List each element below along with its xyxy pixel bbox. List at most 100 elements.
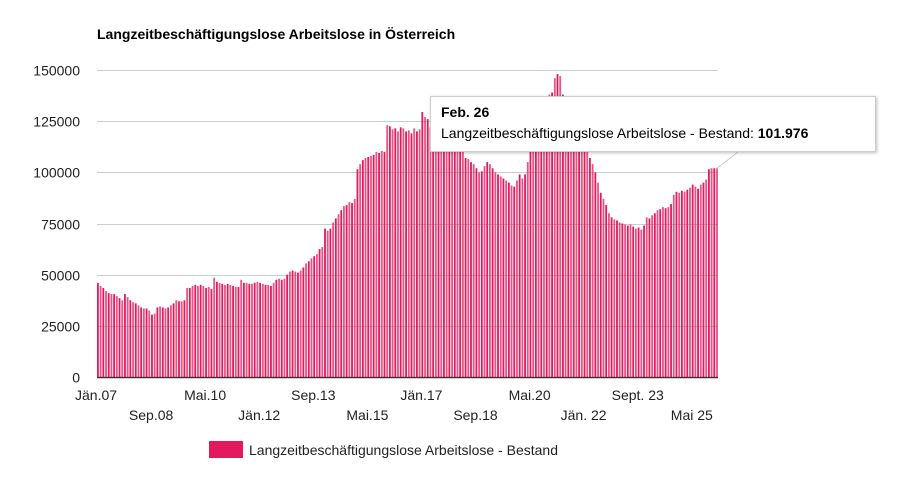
bar — [205, 287, 207, 377]
bar — [621, 223, 624, 377]
bar — [294, 271, 297, 377]
bar — [680, 190, 683, 377]
bar — [167, 307, 170, 377]
bar — [448, 135, 451, 377]
legend[interactable]: Langzeitbeschäftigungslose Arbeitslose -… — [209, 441, 558, 458]
bar — [134, 303, 137, 377]
bar — [559, 76, 562, 377]
bar — [626, 225, 629, 377]
bar — [456, 139, 459, 377]
bar — [367, 156, 370, 377]
bar — [113, 294, 116, 377]
bar — [553, 78, 556, 377]
bar — [159, 306, 161, 377]
x-tick-label: Sep.18 — [453, 407, 498, 423]
bar — [115, 296, 118, 377]
bar — [242, 282, 245, 377]
bar — [170, 305, 172, 377]
bar — [432, 131, 435, 377]
bar — [124, 294, 126, 377]
bar — [105, 291, 107, 377]
bar — [326, 230, 329, 377]
bar — [656, 210, 659, 377]
bar — [270, 285, 272, 377]
bar — [348, 202, 351, 377]
bar — [624, 224, 626, 377]
x-tick-label: Sep.13 — [291, 387, 336, 403]
bar — [445, 137, 448, 377]
bar — [670, 204, 672, 377]
bar — [689, 187, 691, 377]
bar — [686, 189, 689, 377]
tooltip-pointer — [716, 151, 739, 169]
bar — [199, 284, 202, 377]
bar — [613, 219, 616, 377]
bar — [421, 111, 424, 378]
bar — [275, 279, 278, 377]
bar — [483, 166, 486, 377]
bar — [556, 74, 559, 377]
bar — [359, 164, 362, 377]
bar — [562, 94, 564, 377]
bar — [429, 127, 432, 377]
bar — [299, 270, 302, 377]
bar — [583, 147, 586, 377]
bar — [678, 192, 681, 377]
bar — [697, 188, 699, 377]
tooltip-title: Feb. 26 — [441, 104, 490, 120]
bar — [497, 174, 499, 377]
bar — [510, 185, 513, 377]
y-tick-label: 50000 — [41, 268, 80, 284]
bar — [256, 281, 259, 377]
bar — [178, 301, 180, 377]
bar — [259, 282, 262, 377]
bar — [526, 162, 529, 377]
bar — [464, 158, 467, 377]
bar — [537, 119, 540, 378]
bar — [667, 207, 670, 377]
bar — [229, 284, 232, 377]
bar — [142, 308, 145, 377]
bar — [602, 198, 605, 377]
bar — [102, 287, 105, 377]
bar — [137, 305, 140, 377]
bar — [188, 287, 191, 377]
tooltip-value: 101.976 — [757, 125, 809, 141]
chart-title: Langzeitbeschäftigungslose Arbeitslose i… — [97, 26, 456, 42]
bar — [370, 155, 372, 377]
x-tick-label: Mai.15 — [346, 407, 388, 423]
bar — [183, 300, 186, 377]
bar — [307, 261, 310, 377]
bar — [716, 168, 718, 377]
bar — [186, 287, 189, 377]
bar — [329, 228, 332, 377]
bar — [180, 301, 183, 377]
tooltip-body: Langzeitbeschäftigungslose Arbeitslose -… — [441, 125, 865, 141]
bar — [616, 220, 618, 377]
bar — [315, 254, 318, 377]
bar — [283, 278, 286, 377]
bar — [648, 218, 651, 377]
bar — [248, 283, 251, 377]
bar — [153, 313, 156, 377]
bar — [580, 143, 583, 377]
bar — [453, 135, 456, 377]
bar — [643, 225, 645, 377]
bar — [107, 293, 110, 377]
bar — [437, 135, 440, 377]
bar — [505, 180, 508, 377]
bar — [434, 133, 437, 377]
bar — [324, 228, 326, 377]
bar — [213, 277, 216, 377]
bar — [391, 129, 394, 377]
bar — [218, 282, 221, 377]
bar — [459, 145, 462, 377]
bar — [710, 168, 713, 377]
bar — [291, 270, 294, 377]
bar — [572, 129, 575, 377]
bar — [589, 158, 591, 377]
bar — [653, 213, 656, 377]
bar — [543, 108, 545, 377]
bar — [99, 285, 102, 377]
bar — [197, 285, 199, 377]
